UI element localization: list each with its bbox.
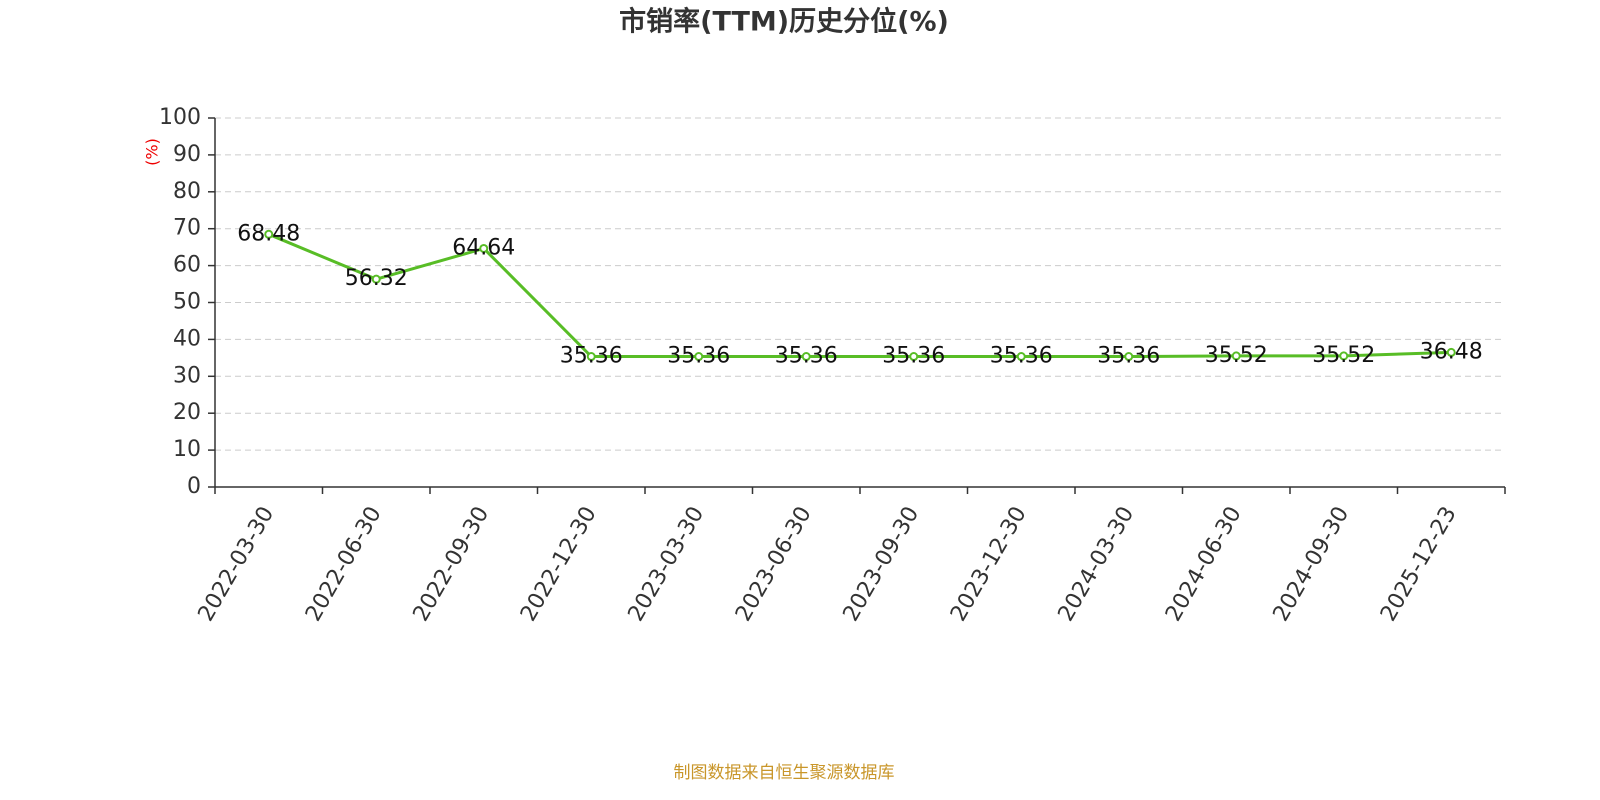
x-tick-label: 2023-09-30 (839, 503, 925, 626)
data-label: 35.36 (882, 344, 945, 369)
data-label: 35.36 (775, 344, 838, 369)
data-label: 35.52 (1312, 343, 1375, 368)
x-tick-label: 2022-03-30 (194, 503, 280, 626)
y-tick-label: 0 (187, 474, 201, 499)
x-tick-label: 2025-12-23 (1376, 503, 1462, 626)
data-label: 64.64 (452, 235, 515, 260)
x-tick-label: 2022-06-30 (301, 503, 387, 626)
data-label: 56.32 (345, 266, 408, 291)
point (1339, 351, 1349, 361)
line (268, 232, 1452, 359)
y-tick-label: 50 (173, 290, 201, 315)
point (371, 274, 381, 284)
point (694, 352, 704, 362)
x-tick-label: 2023-03-30 (624, 503, 710, 626)
x-tick-label: 2024-09-30 (1269, 503, 1355, 626)
y-tick-label: 70 (173, 216, 201, 241)
point (264, 229, 274, 239)
point (909, 352, 919, 362)
x-tick-label: 2022-09-30 (409, 503, 495, 626)
data-label: 35.36 (990, 344, 1053, 369)
point (1124, 352, 1134, 362)
x-tick-label: 2023-06-30 (731, 503, 817, 626)
point (586, 352, 596, 362)
data-label: 68.48 (237, 221, 300, 246)
x-tick-label: 2023-12-30 (946, 503, 1032, 626)
y-tick-label: 30 (173, 363, 201, 388)
y-tick-label: 90 (173, 142, 201, 167)
data-label: 35.36 (1097, 344, 1160, 369)
y-tick-label: 10 (173, 437, 201, 462)
point (479, 243, 489, 253)
point (1231, 351, 1241, 361)
y-tick-label: 60 (173, 253, 201, 278)
point (801, 352, 811, 362)
data-label: 35.36 (667, 344, 730, 369)
y-tick-label: 80 (173, 179, 201, 204)
y-axis-label: (%) (143, 138, 162, 166)
point (1446, 347, 1456, 357)
point (1016, 352, 1026, 362)
x-tick-label: 2024-03-30 (1054, 503, 1140, 626)
chart-title: 市销率(TTM)历史分位(%) (619, 6, 949, 38)
y-tick-label: 100 (159, 105, 201, 130)
source-note: 制图数据来自恒生聚源数据库 (674, 763, 895, 783)
data-label: 35.36 (560, 344, 623, 369)
data-label: 35.52 (1205, 343, 1268, 368)
x-tick-label: 2022-12-30 (516, 503, 602, 626)
y-tick-label: 40 (173, 326, 201, 351)
data-label: 36.48 (1420, 339, 1483, 364)
x-tick-label: 2024-06-30 (1161, 503, 1247, 626)
y-tick-label: 20 (173, 400, 201, 425)
